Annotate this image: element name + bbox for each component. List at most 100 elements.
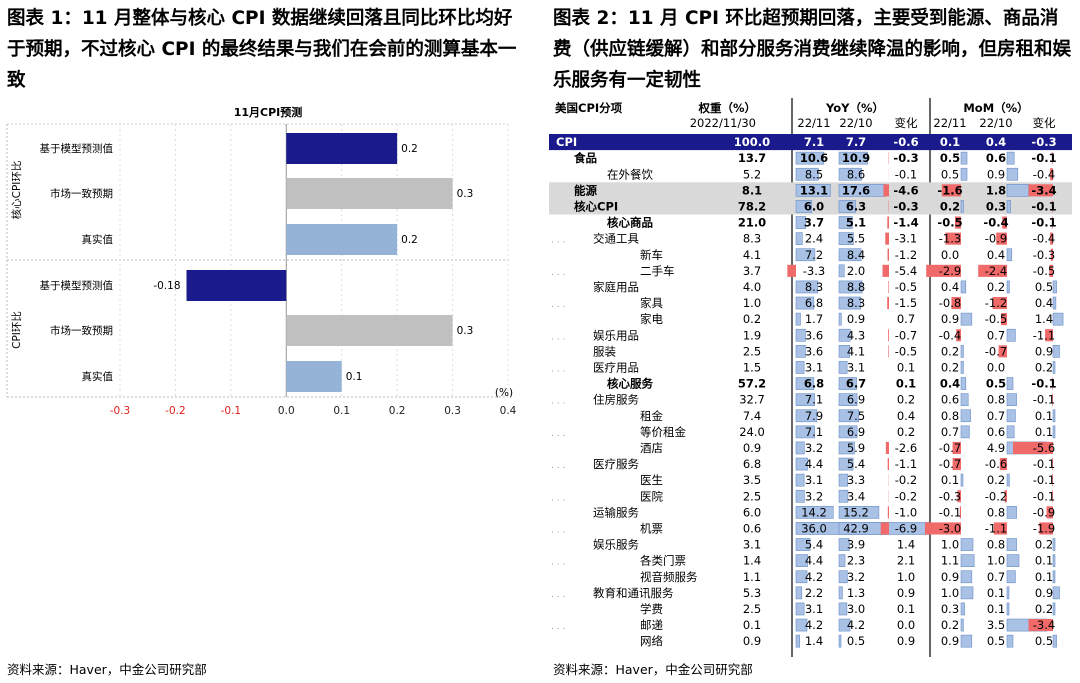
cell-value: 3.2 (805, 441, 823, 455)
header-mom: MoM（%） (963, 101, 1028, 115)
yoy-bar (838, 473, 848, 487)
mom-bar (1052, 570, 1056, 584)
cell-value: 0.9 (941, 570, 959, 584)
yoy-bar (795, 554, 808, 567)
x-tick-label: -0.2 (165, 405, 186, 417)
cell-value: -0.3 (1033, 248, 1055, 262)
mom-bar (960, 393, 969, 407)
cell-value: -0.1 (939, 505, 961, 519)
weight-value: 1.4 (743, 554, 761, 568)
cell-value: 1.0 (941, 538, 959, 552)
mom-bar (1006, 248, 1013, 262)
yoy-bar (838, 489, 849, 503)
mom-bar (956, 329, 961, 342)
header-period: 22/11 (933, 116, 966, 130)
cell-value: 0.2 (1035, 602, 1053, 616)
row-label: 能源 (574, 183, 597, 197)
cell-value: 36.0 (801, 521, 827, 535)
yoy-bar (838, 232, 854, 246)
mom-bar (1006, 554, 1020, 567)
category-label: 真实值 (82, 370, 114, 383)
cell-value: -0.9 (985, 232, 1007, 246)
yoy-bar (838, 425, 858, 439)
cell-value: 0.1 (897, 360, 915, 374)
figure-2-title: 图表 2：11 月 CPI 环比超预期回落，主要受到能源、商品消费（供应链缓解）… (553, 8, 1072, 91)
weight-value: 3.7 (743, 264, 761, 278)
cell-value: -2.4 (985, 264, 1007, 278)
cell-value: 0.3 (941, 602, 959, 616)
cell-value: -1.5 (895, 296, 917, 310)
cell-value: 0.1 (941, 473, 959, 487)
figure-1-title: 图表 1：11 月整体与核心 CPI 数据继续回落且同比环比均好于预期，不过核心… (7, 8, 517, 91)
mom-bar (1006, 538, 1017, 551)
yoy-bar (795, 393, 815, 407)
cell-value: 1.0 (987, 554, 1005, 568)
cell-value: 0.0 (897, 618, 915, 632)
cell-value: -1.3 (939, 232, 961, 246)
cell-value: 0.5 (1035, 280, 1053, 294)
bar (286, 315, 453, 346)
cell-value: -0.7 (895, 328, 917, 342)
cell-value: 0.1 (987, 586, 1005, 600)
group-label: CPI环比 (10, 311, 23, 349)
cell-value: -4.6 (893, 183, 918, 197)
yoy-bar (795, 473, 805, 487)
row-label: 食品 (574, 151, 597, 165)
cell-value: 1.7 (805, 312, 823, 326)
cell-value: 3.4 (847, 489, 865, 503)
yoy-bar (795, 216, 807, 229)
row-leader: . . . (551, 236, 565, 246)
yoy-bar (795, 377, 815, 390)
mom-bar (960, 361, 964, 374)
cell-value: -6.9 (895, 521, 917, 535)
cell-value: -1.6 (937, 183, 962, 197)
header-period: 22/11 (797, 116, 830, 130)
yoy-bar (795, 489, 805, 503)
mom-bar (1006, 505, 1017, 519)
weight-value: 13.7 (738, 151, 766, 165)
row-leader: . . . (551, 590, 565, 600)
yoy-bar (795, 344, 806, 358)
x-tick-label: 0.0 (278, 405, 295, 417)
cell-value: -0.7 (939, 441, 961, 455)
weight-value: 1.9 (743, 328, 761, 342)
mom-bar (1004, 490, 1007, 503)
cell-value: 15.2 (843, 505, 869, 519)
cell-value: -0.3 (939, 489, 961, 503)
cell-value: 0.9 (897, 586, 915, 600)
yoy-bar (838, 538, 850, 551)
cell-value: 2.1 (897, 554, 915, 568)
mom-bar (1052, 538, 1056, 551)
yoy-bar (795, 280, 819, 294)
row-label: 核心CPI (574, 199, 618, 213)
bar (286, 178, 453, 209)
weight-value: 2.5 (743, 489, 761, 503)
row-label: 二手车 (640, 264, 675, 278)
row-label: 医生 (640, 473, 663, 487)
cell-value: 5.4 (847, 457, 865, 471)
cell-value: 0.2 (897, 425, 915, 439)
cell-value: 0.1 (896, 377, 916, 391)
row-label: 交通工具 (593, 232, 639, 246)
cell-value: 4.2 (805, 570, 823, 584)
yoy-bar (838, 216, 853, 229)
yoy-bar (795, 618, 808, 632)
row-label: 教育和通讯服务 (593, 586, 674, 600)
mom-bar (960, 425, 970, 439)
weight-value: 6.8 (743, 457, 761, 471)
cell-value: -0.1 (1033, 393, 1055, 407)
x-axis-unit: (%) (495, 387, 513, 399)
cell-value: -2.9 (939, 264, 961, 278)
yoy-bar (838, 457, 854, 471)
mom-bar (1006, 377, 1014, 390)
mom-bar (957, 490, 961, 503)
cell-value: 0.9 (847, 312, 865, 326)
cell-value: 0.4 (987, 248, 1005, 262)
cell-value: 1.0 (897, 570, 915, 584)
yoy-bar (838, 151, 868, 165)
weight-value: 100.0 (734, 135, 770, 149)
yoy-bar (795, 409, 818, 423)
yoy-bar (838, 393, 858, 407)
cell-value: 4.4 (805, 554, 823, 568)
